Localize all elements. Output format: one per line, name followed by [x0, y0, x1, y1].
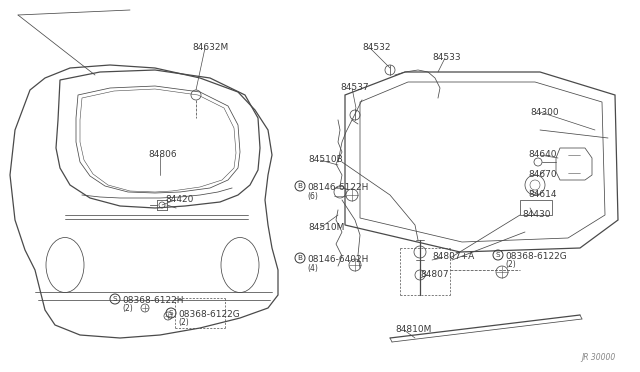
Text: (2): (2)	[505, 260, 516, 269]
Text: 08368-6122G: 08368-6122G	[505, 252, 567, 261]
Text: 84300: 84300	[530, 108, 559, 117]
Text: (4): (4)	[307, 263, 318, 273]
Text: JR 30000: JR 30000	[580, 353, 615, 362]
Text: S: S	[169, 310, 173, 316]
Text: B: B	[298, 183, 303, 189]
Text: 08368-6122G: 08368-6122G	[178, 310, 240, 319]
Text: 08146-6122H: 08146-6122H	[307, 183, 369, 192]
Text: 08146-6402H: 08146-6402H	[307, 255, 369, 264]
Text: 84537: 84537	[340, 83, 369, 92]
Text: (6): (6)	[307, 192, 318, 201]
Text: 84670: 84670	[528, 170, 557, 179]
Text: 84430: 84430	[522, 210, 550, 219]
Text: (2): (2)	[122, 305, 132, 314]
Text: 84614: 84614	[528, 190, 557, 199]
Text: 84632M: 84632M	[192, 43, 228, 52]
Text: 84533: 84533	[432, 53, 461, 62]
Text: 84807+A: 84807+A	[432, 252, 474, 261]
Text: S: S	[496, 252, 500, 258]
Text: 84810M: 84810M	[395, 325, 431, 334]
Text: 84420: 84420	[165, 195, 193, 204]
Text: 84510M: 84510M	[308, 223, 344, 232]
Text: 84806: 84806	[148, 150, 177, 159]
Text: 84532: 84532	[362, 43, 390, 52]
Text: 84807: 84807	[420, 270, 449, 279]
Text: 84510B: 84510B	[308, 155, 343, 164]
Text: B: B	[298, 255, 303, 261]
Text: 08368-6122H: 08368-6122H	[122, 296, 184, 305]
Text: S: S	[113, 296, 117, 302]
Text: 84640: 84640	[528, 150, 557, 159]
Text: (2): (2)	[178, 318, 189, 327]
